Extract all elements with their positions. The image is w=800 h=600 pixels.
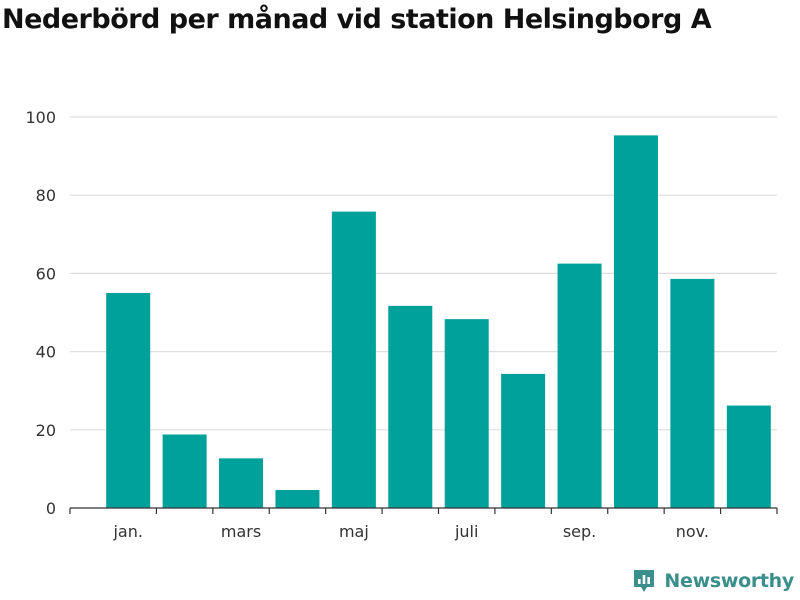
bar-maj [331, 211, 376, 508]
bar-jan [106, 292, 151, 508]
x-tick-label: maj [339, 522, 369, 541]
bar-nov [670, 278, 715, 508]
y-tick-label: 60 [36, 264, 56, 283]
bar-feb [162, 434, 207, 508]
bars [106, 135, 771, 508]
bar-apr [275, 490, 320, 508]
bar-juni [388, 305, 433, 508]
x-tick-label: mars [221, 522, 261, 541]
bar-sep [557, 263, 602, 508]
x-axis [69, 507, 778, 514]
newsworthy-logo-icon [634, 570, 655, 592]
bar-juli [444, 319, 489, 508]
y-tick-label: 100 [25, 108, 56, 127]
x-tick-label: sep. [563, 522, 596, 541]
brand-logo: Newsworthy [632, 568, 794, 594]
bar-dec [726, 405, 771, 508]
x-tick-label: nov. [676, 522, 709, 541]
bar-okt [613, 135, 658, 508]
brand-name: Newsworthy [664, 570, 794, 592]
y-tick-labels: 0 20 40 60 80 100 [25, 108, 56, 518]
x-tick-label: jan. [112, 522, 142, 541]
x-tick-label: juli [454, 522, 478, 541]
y-tick-label: 40 [36, 343, 56, 362]
chart-title: Nederbörd per månad vid station Helsingb… [2, 4, 712, 35]
bar-aug [501, 373, 546, 508]
y-tick-label: 0 [46, 499, 56, 518]
x-tick-labels: jan. mars maj juli sep. nov. [112, 522, 709, 541]
y-tick-label: 20 [36, 421, 56, 440]
y-tick-label: 80 [36, 186, 56, 205]
bar-mars [219, 458, 264, 508]
